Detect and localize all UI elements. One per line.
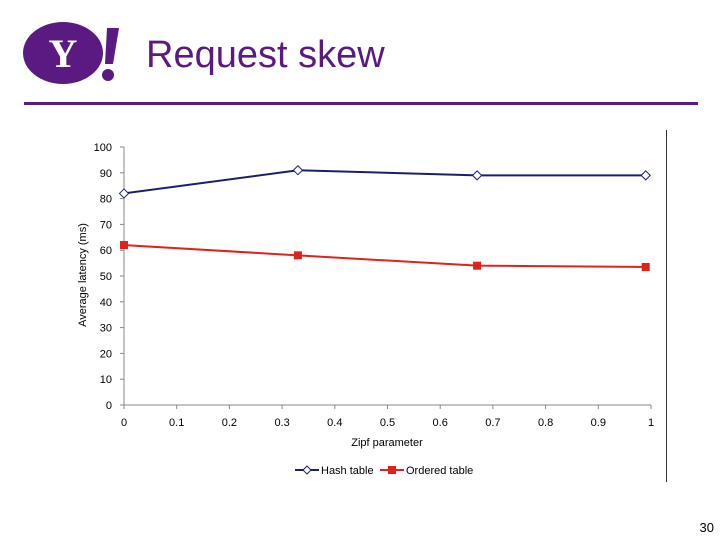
hash-table-series-line (123, 169, 646, 195)
ordered-table-point (473, 261, 482, 270)
x-tick-label: 1 (648, 417, 654, 429)
hash-table-point (640, 170, 651, 181)
chart-legend: Hash table Ordered table (295, 465, 473, 477)
ordered-table-series-line (123, 244, 646, 268)
x-axis-label: Zipf parameter (351, 437, 423, 449)
x-tick-label: 0.5 (380, 417, 395, 429)
hash-table-point (118, 188, 130, 199)
x-tick-label: 0.1 (169, 417, 184, 429)
page-number: 30 (699, 520, 714, 535)
title-divider (24, 102, 698, 105)
y-tick-label: 80 (100, 194, 112, 206)
legend-label-hash-table: Hash table (321, 465, 374, 477)
x-tick-label: 0.9 (591, 417, 606, 429)
y-tick-label: 60 (100, 245, 112, 257)
legend-marker-hash-table (302, 465, 312, 475)
y-tick-label: 30 (100, 323, 112, 335)
x-tick-label: 0.2 (222, 417, 237, 429)
y-tick-label: 10 (100, 374, 112, 386)
y-tick-label: 90 (100, 168, 112, 180)
x-tick-label: 0.8 (538, 417, 553, 429)
y-tick-label: 50 (100, 271, 112, 283)
ordered-table-point (120, 241, 128, 250)
ordered-table-point (293, 251, 302, 260)
svg-text:Y: Y (49, 31, 78, 76)
hash-table-point (471, 170, 483, 181)
x-tick-label: 0.7 (485, 417, 500, 429)
y-tick-label: 20 (100, 348, 112, 360)
x-tick-label: 0 (121, 417, 127, 429)
y-tick-label: 100 (94, 142, 112, 154)
y-axis-label: Average latency (ms) (77, 223, 89, 327)
x-tick-label: 0.6 (433, 417, 448, 429)
slide-title: Request skew (146, 34, 385, 76)
chart-frame-line (666, 130, 667, 482)
x-tick-label: 0.4 (327, 417, 342, 429)
y-tick-label: 40 (100, 297, 112, 309)
yahoo-logo-icon: Y (22, 20, 140, 86)
legend-label-ordered-table: Ordered table (406, 465, 473, 477)
ordered-table-point (641, 262, 650, 271)
hash-table-point (292, 165, 304, 176)
x-tick-label: 0.3 (274, 417, 289, 429)
y-tick-label: 0 (106, 400, 112, 412)
y-tick-label: 70 (100, 219, 112, 231)
legend-marker-ordered-table (388, 466, 396, 474)
